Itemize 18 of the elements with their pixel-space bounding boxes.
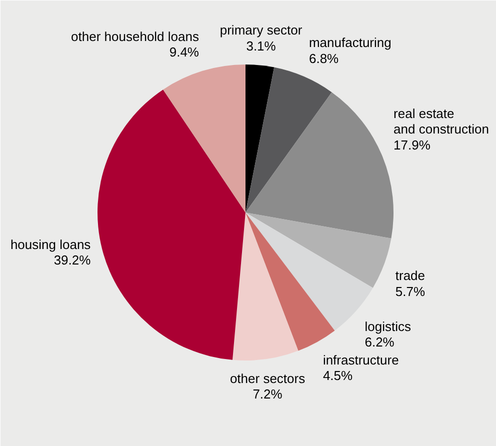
data-label: 17.9% <box>394 137 431 152</box>
slice-label: manufacturing <box>308 35 392 50</box>
data-label: 6.2% <box>364 334 395 350</box>
slice-label: other sectors <box>230 370 306 386</box>
data-label: 9.4% <box>169 44 200 60</box>
data-label: 6.8% <box>308 50 340 66</box>
data-label: 7.2% <box>252 386 283 402</box>
slice-label: housing loans <box>10 236 92 252</box>
data-label: 4.5% <box>322 368 354 384</box>
slice-label: other household loans <box>71 28 200 44</box>
data-label: 39.2% <box>54 252 92 268</box>
slice-label: infrastructure <box>322 352 399 368</box>
slice-label: primary sector <box>220 22 303 38</box>
slice-label: real estate and construction <box>394 106 489 137</box>
slice-label: logistics <box>364 318 412 334</box>
data-label: 5.7% <box>395 284 426 299</box>
slice-label: trade <box>395 268 426 284</box>
data-label: 3.1% <box>246 38 276 54</box>
